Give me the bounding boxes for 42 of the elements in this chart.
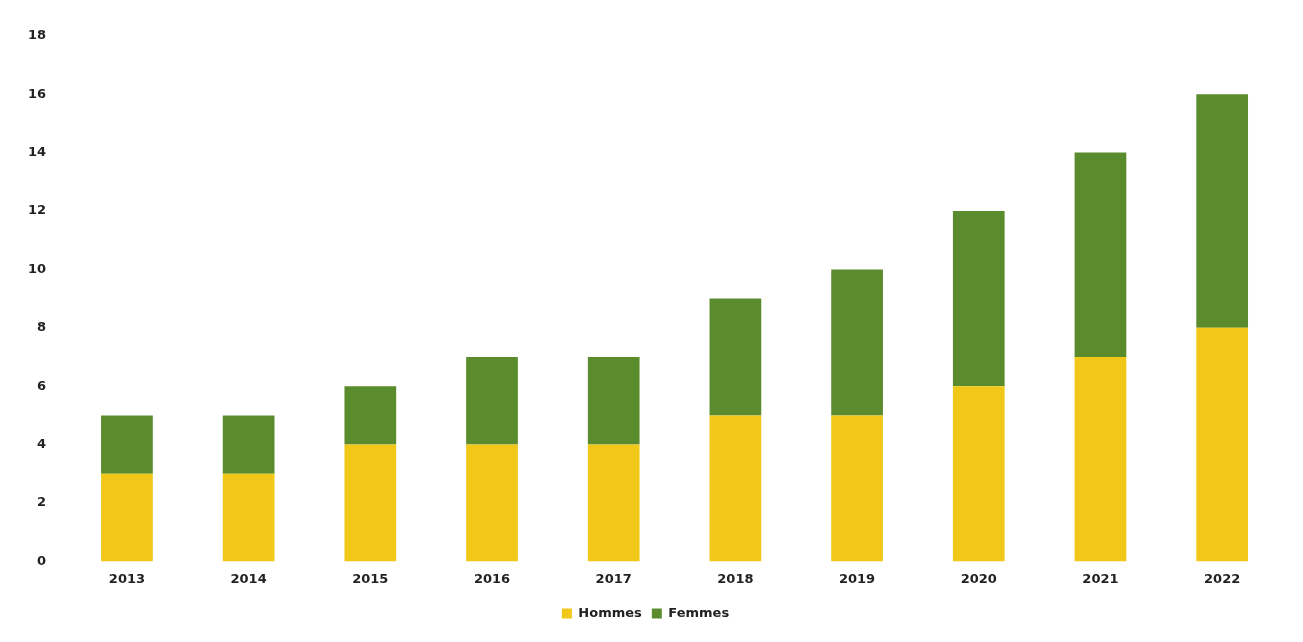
y-tick-label: 12 xyxy=(28,202,47,218)
bar xyxy=(1196,327,1249,562)
y-tick-label: 10 xyxy=(28,260,47,276)
x-tick-label: 2020 xyxy=(960,570,997,586)
bar xyxy=(466,357,518,445)
legend-label: Hommes xyxy=(578,604,643,620)
bar xyxy=(222,473,275,562)
bar xyxy=(344,386,397,445)
bar xyxy=(831,415,883,562)
y-tick-label: 18 xyxy=(28,27,47,43)
y-tick-label: 8 xyxy=(37,319,47,335)
y-tick-label: 16 xyxy=(28,85,47,101)
y-tick-label: 2 xyxy=(37,494,47,510)
legend-label: Femmes xyxy=(668,604,730,620)
bar xyxy=(709,415,762,562)
bar xyxy=(466,444,518,562)
bar xyxy=(709,298,762,416)
y-tick-label: 0 xyxy=(37,552,47,568)
x-tick-label: 2016 xyxy=(473,570,511,586)
bar xyxy=(587,444,640,562)
bar xyxy=(1074,152,1127,357)
x-tick-label: 2013 xyxy=(108,570,146,586)
bar xyxy=(587,357,640,445)
bar xyxy=(101,415,153,474)
y-tick-label: 4 xyxy=(37,435,47,451)
bar xyxy=(952,211,1005,387)
x-tick-label: 2014 xyxy=(230,570,267,586)
bar xyxy=(1196,94,1249,328)
bar xyxy=(831,269,883,416)
x-tick-label: 2021 xyxy=(1082,570,1119,586)
x-tick-label: 2019 xyxy=(838,570,876,586)
bar xyxy=(222,415,275,474)
bar xyxy=(952,386,1005,562)
bar xyxy=(344,444,397,562)
x-tick-label: 2015 xyxy=(352,570,389,586)
y-tick-label: 14 xyxy=(28,143,47,159)
x-tick-label: 2022 xyxy=(1204,570,1241,586)
bar xyxy=(101,473,153,562)
x-tick-label: 2018 xyxy=(717,570,754,586)
x-tick-label: 2017 xyxy=(595,570,632,586)
y-tick-label: 6 xyxy=(37,377,47,393)
bar xyxy=(1074,357,1127,562)
